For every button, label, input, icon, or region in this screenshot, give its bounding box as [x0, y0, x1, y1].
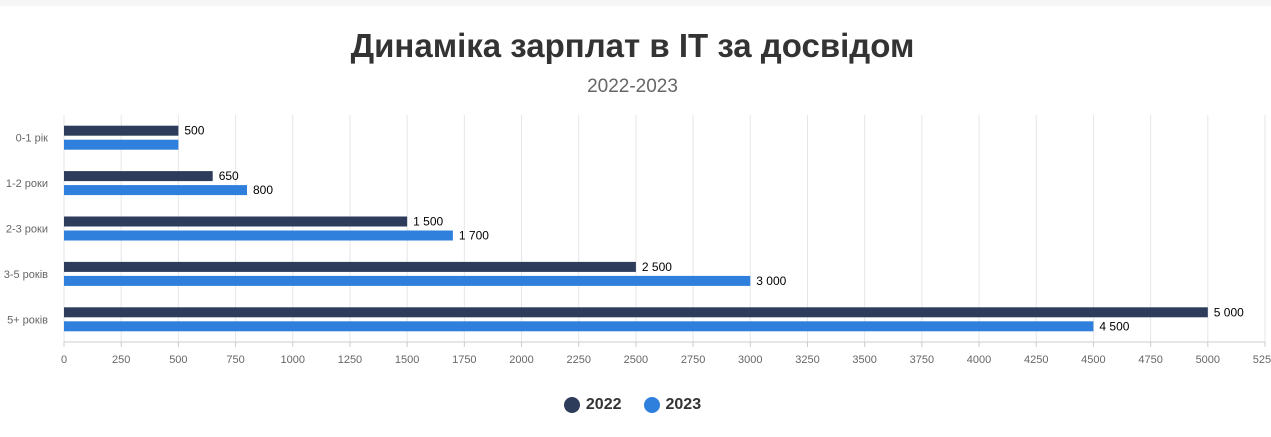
- legend-swatch-2023: [643, 397, 660, 413]
- category-label: 2-3 роки: [6, 224, 48, 236]
- x-tick-label: 3750: [910, 354, 934, 366]
- top-bar: [0, 0, 1271, 6]
- x-tick-label: 5000: [1196, 354, 1220, 366]
- data-label: 3 000: [756, 274, 786, 288]
- data-label: 800: [253, 183, 273, 197]
- data-label: 5 000: [1214, 305, 1244, 319]
- bar-2022: [64, 216, 408, 227]
- bar-chart: 0 250 500 750 1000 1250 1500 1750 2000 2250 2500 27…: [4, 115, 1271, 366]
- legend-swatch-2022: [563, 397, 580, 413]
- x-tick-label: 4000: [967, 354, 991, 366]
- x-tick-label: 1000: [281, 354, 305, 366]
- x-tick-label: 2250: [566, 354, 590, 366]
- chart-subtitle: 2022-2023: [587, 76, 678, 97]
- legend: 2022 2023: [0, 396, 1265, 414]
- bar-2022: [64, 307, 1208, 318]
- x-tick-label: 1250: [338, 354, 362, 366]
- bar-2023: [64, 230, 453, 241]
- category-label: 3-5 років: [4, 269, 48, 281]
- category-label: 1-2 роки: [6, 178, 48, 190]
- data-label: 500: [184, 124, 204, 138]
- x-tick-label: 1500: [395, 354, 419, 366]
- x-tick-label: 2000: [509, 354, 533, 366]
- x-tick-label: 500: [169, 354, 187, 366]
- legend-label-2022: 2022: [585, 396, 622, 413]
- data-label: 2 500: [642, 260, 672, 274]
- bar-2023: [64, 275, 751, 286]
- data-label: 650: [219, 169, 239, 183]
- category-label: 0-1 рік: [16, 133, 49, 145]
- legend-item-2023[interactable]: 2023: [643, 396, 702, 414]
- data-label: 1 700: [459, 229, 489, 243]
- x-tick-label: 1750: [452, 354, 476, 366]
- category-label: 5+ років: [7, 314, 48, 326]
- bar-2023: [64, 185, 248, 196]
- x-tick-label: 0: [61, 354, 67, 366]
- x-tick-label: 250: [112, 354, 130, 366]
- legend-item-2022[interactable]: 2022: [563, 396, 622, 414]
- data-label: 1 500: [413, 215, 443, 229]
- bar-2022: [64, 171, 213, 182]
- x-tick-label: 3500: [852, 354, 876, 366]
- bar-2022: [64, 125, 179, 136]
- legend-label-2023: 2023: [665, 396, 702, 413]
- bar-2023: [64, 139, 179, 150]
- x-tick-label: 2500: [624, 354, 648, 366]
- x-tick-label: 3000: [738, 354, 762, 366]
- bar-2022: [64, 261, 636, 272]
- x-tick-label: 4750: [1138, 354, 1162, 366]
- data-label: 4 500: [1099, 319, 1129, 333]
- x-tick-label: 2750: [681, 354, 705, 366]
- x-tick-label: 3250: [795, 354, 819, 366]
- x-tick-label: 4250: [1024, 354, 1048, 366]
- x-tick-label: 750: [226, 354, 244, 366]
- bar-2023: [64, 321, 1094, 332]
- x-tick-label: 4500: [1081, 354, 1105, 366]
- chart-title: Динаміка зарплат в IT за досвідом: [350, 27, 915, 64]
